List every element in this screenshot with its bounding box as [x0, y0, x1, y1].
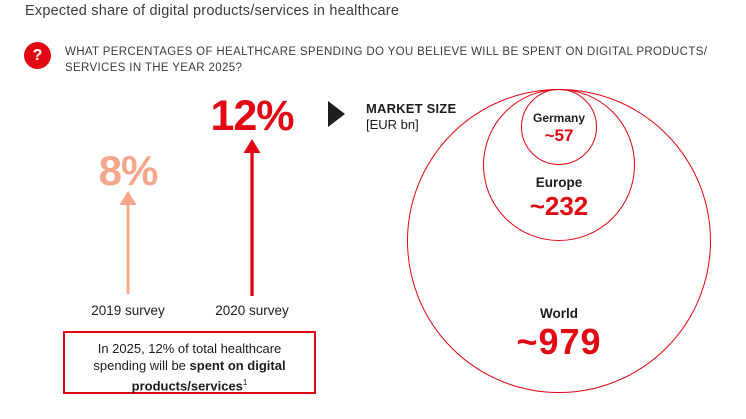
footnote-marker: 1 [242, 378, 248, 387]
takeaway-note: In 2025, 12% of total healthcare spendin… [63, 331, 316, 394]
survey-2019-label: 2019 survey [91, 303, 165, 318]
market-size-unit: [EUR bn] [366, 117, 419, 132]
survey-question-line1: WHAT PERCENTAGES OF HEALTHCARE SPENDING … [65, 46, 708, 58]
survey-2020-value: 12% [210, 92, 294, 140]
europe-label: Europe [535, 175, 583, 190]
question-mark-glyph: ? [32, 46, 43, 64]
arrow-up-2019-icon [119, 191, 137, 294]
takeaway-note-regular: In 2025, 12% of total healthcare spendin… [93, 341, 282, 373]
arrow-up-2020-icon [243, 139, 261, 296]
circle-germany [521, 89, 597, 165]
germany-value: ~57 [544, 126, 574, 145]
pointer-triangle-icon [328, 101, 345, 127]
survey-question: WHAT PERCENTAGES OF HEALTHCARE SPENDING … [65, 44, 707, 76]
world-label: World [540, 306, 578, 321]
world-value: ~979 [516, 321, 602, 362]
market-size-title: MARKET SIZE [366, 101, 457, 116]
question-mark-icon: ? [24, 42, 51, 69]
page-title: Expected share of digital products/servi… [25, 3, 400, 19]
takeaway-note-bold: spent on digital products/services [131, 358, 286, 394]
germany-label: Germany [532, 111, 586, 125]
survey-question-line2: SERVICES IN THE YEAR 2025? [65, 62, 243, 74]
survey-2020-label: 2020 survey [215, 303, 289, 318]
europe-value: ~232 [529, 191, 589, 221]
survey-2019-value: 8% [98, 147, 159, 194]
